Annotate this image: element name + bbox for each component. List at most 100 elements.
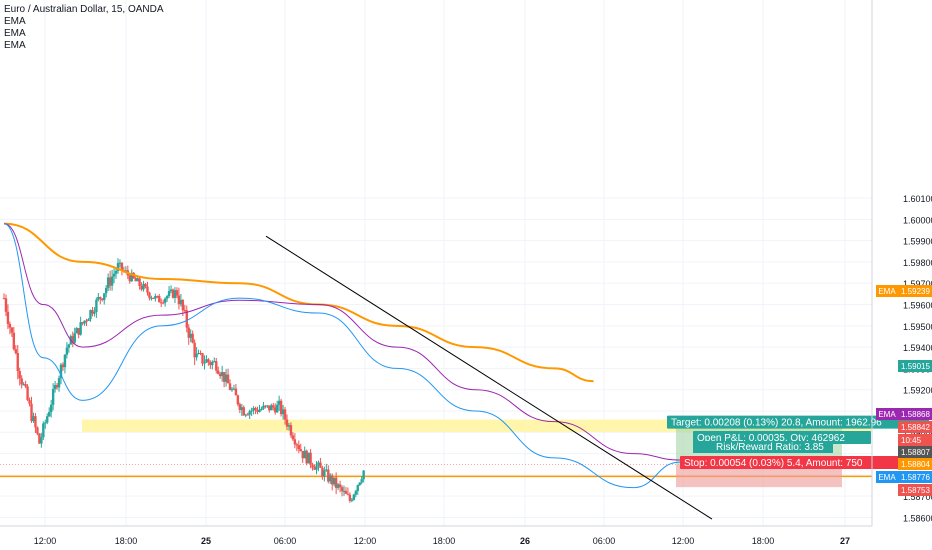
candle-body[interactable] — [272, 405, 275, 408]
candle-body[interactable] — [32, 416, 35, 422]
candle-body[interactable] — [350, 499, 354, 501]
candle-body[interactable] — [30, 403, 33, 422]
symbol-title[interactable]: Euro / Australian Dollar, 15, OANDA — [4, 4, 164, 15]
candle-body[interactable] — [277, 400, 281, 405]
candle-body[interactable] — [79, 322, 82, 335]
candle-body[interactable] — [334, 477, 338, 488]
candle-body[interactable] — [185, 310, 188, 328]
candle-body[interactable] — [236, 395, 240, 405]
candle-body[interactable] — [49, 404, 53, 413]
candle-body[interactable] — [36, 427, 39, 434]
candle-body[interactable] — [38, 433, 41, 444]
candle-body[interactable] — [348, 494, 352, 501]
candle-body[interactable] — [93, 311, 96, 314]
candle-body[interactable] — [187, 327, 190, 338]
candle-body[interactable] — [146, 286, 149, 293]
candle-body[interactable] — [44, 422, 47, 424]
candle-body[interactable] — [108, 277, 112, 286]
candle-body[interactable] — [150, 297, 153, 299]
candle-body[interactable] — [307, 452, 310, 464]
candle-body[interactable] — [2, 298, 6, 300]
candle-body[interactable] — [279, 400, 283, 415]
candle-body[interactable] — [325, 469, 328, 471]
candle-body[interactable] — [128, 275, 131, 282]
candle-body[interactable] — [323, 470, 326, 477]
candle-body[interactable] — [158, 296, 161, 303]
candle-body[interactable] — [142, 284, 145, 290]
candle-body[interactable] — [48, 412, 51, 417]
candle-body[interactable] — [338, 484, 342, 488]
candle-body[interactable] — [89, 310, 92, 320]
candle-body[interactable] — [340, 487, 344, 492]
candle-body[interactable] — [218, 373, 222, 377]
candle-body[interactable] — [332, 477, 336, 485]
candle-body[interactable] — [173, 290, 177, 298]
candle-body[interactable] — [167, 291, 171, 297]
candle-body[interactable] — [179, 300, 183, 305]
candle-body[interactable] — [248, 411, 251, 415]
candle-body[interactable] — [362, 470, 365, 480]
ema-legend-3[interactable]: EMA — [4, 40, 26, 51]
candle-body[interactable] — [222, 372, 226, 382]
candle-body[interactable] — [81, 322, 84, 324]
candle-body[interactable] — [281, 409, 285, 415]
candle-body[interactable] — [144, 284, 147, 287]
candle-body[interactable] — [197, 352, 200, 354]
candle-body[interactable] — [46, 416, 49, 423]
candle-body[interactable] — [55, 385, 59, 388]
candle-body[interactable] — [165, 296, 169, 299]
candle-body[interactable] — [59, 364, 63, 379]
candle-body[interactable] — [199, 352, 202, 354]
candle-body[interactable] — [358, 482, 361, 486]
candle-body[interactable] — [336, 484, 340, 488]
candle-body[interactable] — [110, 276, 114, 286]
candle-body[interactable] — [154, 295, 157, 299]
candle-body[interactable] — [95, 299, 98, 312]
candle-body[interactable] — [226, 374, 230, 384]
candle-body[interactable] — [4, 298, 8, 312]
candle-body[interactable] — [266, 405, 269, 407]
candle-body[interactable] — [283, 409, 287, 420]
candle-body[interactable] — [101, 298, 104, 301]
candle-body[interactable] — [329, 475, 332, 482]
candle-body[interactable] — [262, 405, 265, 409]
candle-body[interactable] — [26, 386, 29, 401]
candle-body[interactable] — [124, 270, 128, 272]
candle-body[interactable] — [313, 467, 316, 470]
candle-body[interactable] — [215, 361, 218, 371]
candle-body[interactable] — [213, 361, 216, 363]
candle-body[interactable] — [203, 362, 206, 364]
candle-body[interactable] — [270, 405, 273, 411]
candle-body[interactable] — [138, 278, 141, 287]
candle-body[interactable] — [97, 297, 100, 300]
candle-body[interactable] — [274, 407, 277, 413]
candle-body[interactable] — [189, 333, 192, 338]
candle-body[interactable] — [53, 385, 57, 390]
candle-body[interactable] — [67, 344, 71, 348]
candle-body[interactable] — [228, 383, 232, 391]
candle-body[interactable] — [246, 414, 249, 416]
candle-body[interactable] — [356, 485, 359, 492]
candle-body[interactable] — [256, 409, 259, 412]
candle-body[interactable] — [134, 277, 137, 282]
candle-body[interactable] — [311, 464, 314, 468]
candle-body[interactable] — [260, 408, 263, 410]
candle-body[interactable] — [205, 359, 208, 363]
candle-body[interactable] — [360, 479, 363, 483]
candle-body[interactable] — [297, 445, 300, 450]
candle-body[interactable] — [295, 444, 299, 446]
candle-body[interactable] — [299, 449, 302, 452]
candle-body[interactable] — [252, 407, 255, 411]
candle-body[interactable] — [193, 342, 196, 358]
candle-body[interactable] — [42, 423, 45, 438]
candle-body[interactable] — [161, 302, 165, 304]
candle-body[interactable] — [303, 450, 306, 459]
candle-body[interactable] — [346, 493, 350, 495]
candle-body[interactable] — [352, 494, 356, 500]
candle-body[interactable] — [10, 327, 14, 333]
candle-body[interactable] — [160, 302, 163, 304]
candle-body[interactable] — [234, 388, 238, 396]
candle-body[interactable] — [331, 475, 334, 485]
candle-body[interactable] — [148, 292, 151, 298]
candle-body[interactable] — [232, 388, 236, 390]
